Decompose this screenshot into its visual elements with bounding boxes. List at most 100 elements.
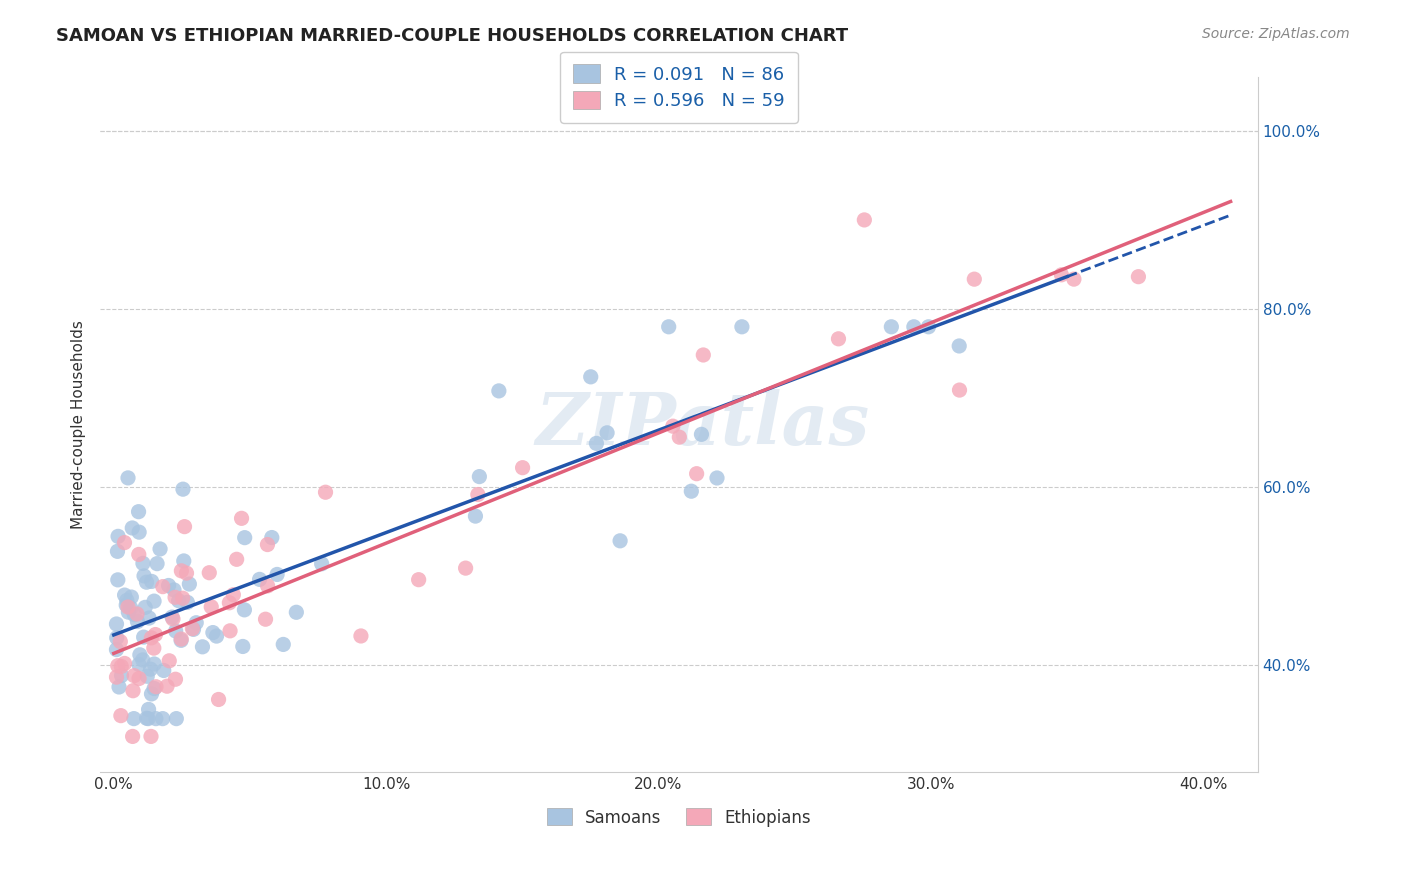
Samoans (468, 469, 491, 483)
Ethiopians (512, 460, 534, 475)
Ethiopians (162, 612, 184, 626)
Ethiopians (110, 708, 132, 723)
Samoans (917, 319, 939, 334)
Samoans (266, 567, 288, 582)
Samoans (145, 712, 167, 726)
Ethiopians (110, 659, 132, 673)
Samoans (179, 577, 201, 591)
Samoans (948, 339, 970, 353)
Ethiopians (662, 419, 685, 434)
Samoans (658, 319, 681, 334)
Samoans (165, 624, 187, 638)
Samoans (134, 600, 156, 615)
Ethiopians (173, 519, 195, 533)
Ethiopians (668, 430, 690, 444)
Ethiopians (107, 658, 129, 673)
Ethiopians (141, 631, 163, 645)
Samoans (464, 509, 486, 524)
Samoans (731, 319, 754, 334)
Samoans (205, 629, 228, 643)
Ethiopians (128, 672, 150, 686)
Samoans (107, 573, 129, 587)
Samoans (120, 590, 142, 604)
Samoans (183, 623, 205, 637)
Ethiopians (198, 566, 221, 580)
Ethiopians (256, 537, 278, 551)
Samoans (311, 557, 333, 571)
Ethiopians (231, 511, 253, 525)
Samoans (128, 657, 150, 672)
Samoans (136, 712, 159, 726)
Ethiopians (128, 548, 150, 562)
Ethiopians (142, 641, 165, 656)
Samoans (880, 319, 903, 334)
Ethiopians (963, 272, 986, 286)
Samoans (160, 610, 183, 624)
Samoans (176, 595, 198, 609)
Ethiopians (114, 535, 136, 549)
Ethiopians (350, 629, 373, 643)
Samoans (172, 482, 194, 496)
Samoans (165, 712, 187, 726)
Samoans (121, 521, 143, 535)
Ethiopians (165, 672, 187, 686)
Ethiopians (225, 552, 247, 566)
Samoans (152, 664, 174, 678)
Samoans (152, 712, 174, 726)
Ethiopians (172, 591, 194, 606)
Samoans (115, 593, 138, 607)
Ethiopians (156, 679, 179, 693)
Samoans (596, 425, 619, 440)
Samoans (105, 642, 128, 657)
Ethiopians (145, 627, 167, 641)
Samoans (135, 575, 157, 590)
Samoans (110, 668, 132, 682)
Samoans (167, 593, 190, 607)
Samoans (132, 630, 155, 644)
Ethiopians (454, 561, 477, 575)
Ethiopians (219, 624, 242, 638)
Samoans (186, 615, 208, 630)
Samoans (107, 544, 129, 558)
Samoans (128, 648, 150, 662)
Ethiopians (145, 680, 167, 694)
Ethiopians (1050, 268, 1073, 282)
Samoans (132, 557, 155, 571)
Samoans (107, 529, 129, 543)
Samoans (135, 711, 157, 725)
Ethiopians (1128, 269, 1150, 284)
Ethiopians (114, 657, 136, 671)
Ethiopians (692, 348, 714, 362)
Ethiopians (827, 332, 849, 346)
Ethiopians (207, 692, 229, 706)
Ethiopians (200, 599, 222, 614)
Samoans (139, 662, 162, 676)
Samoans (706, 471, 728, 485)
Samoans (149, 541, 172, 556)
Samoans (681, 484, 703, 499)
Samoans (201, 625, 224, 640)
Ethiopians (170, 632, 193, 646)
Samoans (132, 653, 155, 667)
Samoans (124, 607, 146, 622)
Samoans (136, 669, 159, 683)
Text: SAMOAN VS ETHIOPIAN MARRIED-COUPLE HOUSEHOLDS CORRELATION CHART: SAMOAN VS ETHIOPIAN MARRIED-COUPLE HOUSE… (56, 27, 848, 45)
Ethiopians (256, 579, 278, 593)
Ethiopians (117, 600, 139, 615)
Ethiopians (121, 730, 143, 744)
Text: Source: ZipAtlas.com: Source: ZipAtlas.com (1202, 27, 1350, 41)
Samoans (157, 578, 180, 592)
Samoans (249, 573, 271, 587)
Ethiopians (254, 612, 277, 626)
Samoans (903, 319, 925, 334)
Samoans (143, 594, 166, 608)
Samoans (285, 605, 308, 619)
Samoans (117, 605, 139, 619)
Ethiopians (181, 622, 204, 636)
Samoans (143, 657, 166, 671)
Samoans (170, 633, 193, 648)
Samoans (191, 640, 214, 654)
Ethiopians (315, 485, 337, 500)
Samoans (115, 598, 138, 612)
Ethiopians (157, 654, 180, 668)
